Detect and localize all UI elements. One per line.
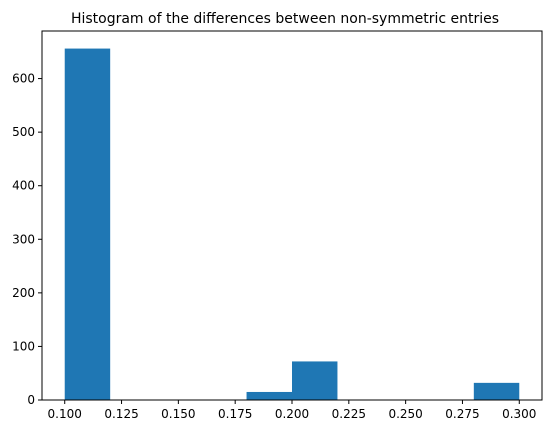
histogram-bar-4 [246,391,292,400]
x-tick-label: 0.150 [161,407,195,421]
histogram-bar-9 [473,382,520,400]
bars-group [64,48,520,400]
x-tick-label: 0.200 [275,407,309,421]
y-tick-label: 200 [12,286,35,300]
x-tick-label: 0.250 [388,407,422,421]
plot-frame [41,30,543,401]
x-tick-label: 0.225 [332,407,366,421]
histogram-bar-5 [292,361,338,400]
y-axis: 0 100 200 300 400 500 600 [12,72,42,407]
y-tick-label: 100 [12,339,35,353]
x-tick-label: 0.100 [48,407,82,421]
y-tick-label: 400 [12,179,35,193]
y-tick-label: 600 [12,72,35,86]
y-tick-label: 0 [27,393,35,407]
y-tick-label: 500 [12,125,35,139]
x-tick-label: 0.175 [218,407,252,421]
x-tick-label: 0.275 [445,407,479,421]
chart-title: Histogram of the differences between non… [71,11,499,27]
y-tick-label: 300 [12,232,35,246]
histogram-bar-0 [64,48,111,400]
x-tick-label: 0.300 [502,407,536,421]
x-tick-label: 0.125 [104,407,138,421]
x-axis: 0.100 0.125 0.150 0.175 0.200 0.225 0.250 0.275… [48,400,536,421]
